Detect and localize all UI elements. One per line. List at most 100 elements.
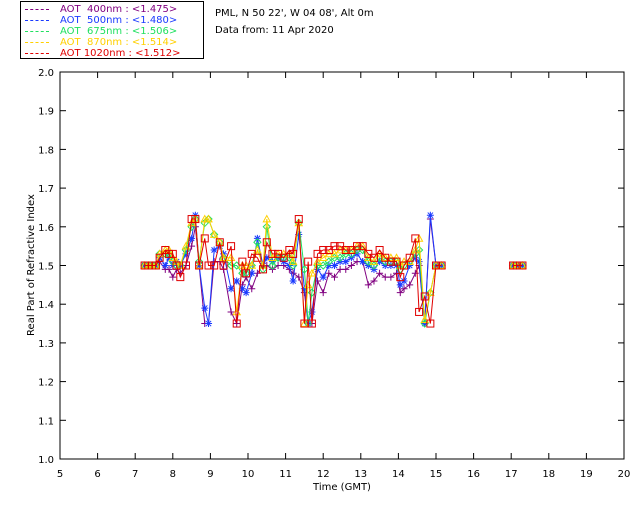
data-point	[226, 253, 236, 262]
x-tick-label: 20	[618, 469, 631, 480]
data-point	[313, 257, 322, 265]
data-point	[300, 319, 309, 327]
data-point	[227, 308, 235, 316]
data-point	[181, 261, 190, 270]
y-tick-label: 1.0	[38, 455, 54, 466]
x-tick-label: 13	[354, 469, 367, 480]
data-point	[358, 242, 367, 251]
data-point	[342, 265, 350, 273]
x-tick-label: 18	[542, 469, 555, 480]
legend-label: AOT 675nm : <1.506>	[60, 26, 178, 37]
data-point	[155, 253, 164, 262]
data-point	[201, 304, 209, 312]
legend-label: AOT 400nm : <1.475>	[60, 4, 178, 15]
data-point	[375, 246, 384, 255]
data-point	[253, 245, 262, 254]
data-point	[295, 273, 303, 281]
data-point	[195, 261, 204, 270]
y-axis-label: Real Part of Refractive Index	[26, 194, 37, 336]
data-point	[426, 319, 435, 328]
data-point	[319, 273, 327, 281]
data-point	[263, 254, 271, 262]
x-axis-label: Time (GMT)	[312, 482, 371, 493]
data-point	[392, 257, 401, 266]
data-point	[400, 285, 408, 293]
data-point	[319, 246, 328, 255]
legend-swatch	[25, 31, 49, 32]
x-tick-label: 12	[317, 469, 330, 480]
y-tick-label: 1.1	[38, 416, 54, 427]
data-point	[227, 242, 236, 251]
data-point	[161, 262, 169, 269]
x-tick-label: 5	[57, 469, 63, 480]
x-tick-label: 10	[242, 469, 255, 480]
data-point	[200, 234, 209, 243]
data-point	[341, 246, 350, 255]
data-point	[330, 273, 338, 281]
data-point	[169, 273, 177, 281]
data-point	[210, 246, 218, 254]
data-point	[209, 230, 219, 239]
data-point	[304, 257, 313, 266]
legend-item: AOT 675nm : <1.506>	[23, 26, 177, 37]
data-point	[307, 268, 317, 277]
data-point	[209, 230, 219, 238]
y-tick-label: 1.5	[38, 262, 54, 273]
series-group	[140, 214, 527, 328]
x-tick-label: 7	[132, 469, 138, 480]
data-point	[232, 307, 242, 316]
data-point	[247, 261, 256, 270]
y-tick-label: 2.0	[38, 68, 54, 79]
data-point	[262, 214, 272, 223]
data-point	[415, 307, 424, 316]
data-point	[288, 257, 298, 265]
data-point	[204, 214, 213, 223]
y-tick-label: 1.8	[38, 145, 54, 156]
data-point	[405, 253, 414, 262]
series-group	[140, 215, 527, 328]
data-point	[426, 288, 435, 297]
data-point	[380, 253, 390, 262]
data-point	[191, 215, 200, 224]
data-point	[420, 315, 430, 323]
data-point	[376, 269, 384, 277]
x-tick-label: 14	[392, 469, 405, 480]
legend-label: AOT 500nm : <1.480>	[60, 15, 178, 26]
legend-swatch	[25, 53, 49, 54]
data-point	[242, 289, 250, 297]
data-point	[172, 261, 181, 270]
data-point	[387, 273, 395, 281]
data-point	[300, 265, 309, 274]
y-tick-label: 1.9	[38, 107, 54, 118]
data-point	[300, 285, 308, 293]
x-tick-label: 11	[279, 469, 292, 480]
legend-item: AOT 870nm : <1.514>	[23, 37, 177, 48]
x-tick-label: 6	[94, 469, 100, 480]
data-point	[325, 269, 333, 277]
data-point	[151, 261, 160, 270]
data-point	[396, 289, 404, 297]
data-point	[295, 231, 303, 239]
data-point	[308, 308, 316, 316]
data-point	[168, 249, 177, 258]
data-point	[300, 319, 309, 328]
data-point	[210, 261, 219, 270]
data-point	[262, 222, 272, 232]
legend: AOT 400nm : <1.475> AOT 500nm : <1.480> …	[20, 1, 204, 59]
series-group	[141, 215, 526, 328]
data-point	[227, 285, 235, 293]
data-point	[415, 258, 423, 266]
legend-label: AOT 870nm : <1.514>	[60, 37, 178, 48]
y-tick-label: 1.6	[38, 223, 54, 234]
data-point	[386, 257, 395, 266]
data-point	[347, 262, 355, 269]
data-point	[406, 281, 414, 289]
data-point	[512, 261, 521, 270]
data-point	[364, 281, 372, 289]
data-point	[307, 319, 316, 328]
data-point	[426, 211, 434, 219]
data-point	[219, 261, 228, 270]
data-point	[194, 260, 204, 269]
data-point	[410, 245, 420, 254]
